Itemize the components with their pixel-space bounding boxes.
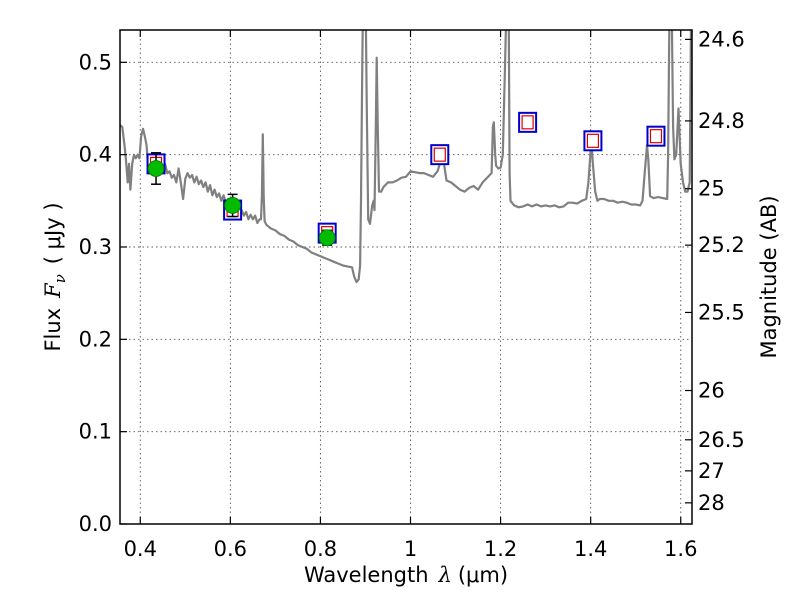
x-tick-label: 1.2 (484, 537, 517, 561)
model-photometry-box (646, 125, 666, 147)
x-axis-label-symbol: λ (438, 563, 452, 587)
y-axis-label: Flux Fν ( μJy ) (41, 202, 69, 351)
x-axis-label-text: Wavelength (304, 563, 429, 587)
magnitude-tick-label: 25.2 (698, 233, 745, 257)
model-photometry-box-inner (649, 129, 663, 144)
x-tick-label: 0.4 (124, 537, 157, 561)
y-tick-label: 0.1 (79, 420, 112, 444)
y-axis-label-text: Flux (41, 308, 65, 352)
x-tick-label: 0.6 (214, 537, 247, 561)
plot-background (120, 30, 692, 524)
magnitude-axis: 24.6 24.8 25 25.2 25.5 26 26.5 27 28 (685, 27, 745, 515)
model-photometry-box-inner (521, 115, 534, 130)
x-axis: 0.4 0.6 0.8 1 1.2 1.4 1.6 (124, 30, 697, 561)
x-tick-label: 1.4 (574, 537, 607, 561)
magnitude-tick-label: 24.8 (698, 109, 745, 133)
magnitude-tick-label: 25.5 (698, 300, 745, 324)
model-spectrum-line (120, 30, 692, 284)
x-axis-label-unit: (μm) (458, 563, 508, 587)
magnitude-tick-label: 24.6 (698, 27, 745, 51)
magnitude-axis-label: Magnitude (AB) (757, 195, 781, 358)
y-tick-label: 0.4 (79, 143, 112, 167)
observed-point (318, 229, 336, 247)
y-tick-label: 0.0 (79, 512, 112, 536)
observed-point (147, 160, 165, 177)
y-tick-label: 0.5 (79, 50, 112, 74)
magnitude-tick-label: 26.5 (698, 428, 745, 452)
y-tick-label: 0.2 (79, 327, 112, 351)
model-photometry-box (518, 111, 538, 133)
x-axis-label: Wavelength λ (μm) (304, 563, 508, 587)
magnitude-tick-label: 25 (698, 177, 725, 201)
y-axis-label-subscript: ν (51, 274, 69, 283)
observed-photometry-group (147, 152, 336, 247)
model-photometry-box (430, 144, 450, 166)
magnitude-tick-label: 28 (698, 491, 725, 515)
observed-point (224, 197, 241, 214)
x-tick-label: 1 (404, 537, 417, 561)
y-tick-label: 0.3 (79, 235, 112, 259)
y-axis-label-symbol: F (41, 282, 65, 299)
x-tick-label: 0.8 (304, 537, 337, 561)
magnitude-tick-label: 26 (698, 379, 725, 403)
plot-frame (119, 29, 693, 525)
y-axis-label-unit: ( μJy ) (41, 202, 65, 264)
magnitude-tick-label: 27 (698, 459, 725, 483)
model-photometry-box-inner (433, 147, 446, 162)
y-axis: 0.0 0.1 0.2 0.3 0.4 0.5 (79, 50, 127, 536)
model-photometry-box-inner (586, 133, 600, 148)
model-photometry-box (583, 130, 603, 152)
x-tick-label: 1.6 (664, 537, 697, 561)
